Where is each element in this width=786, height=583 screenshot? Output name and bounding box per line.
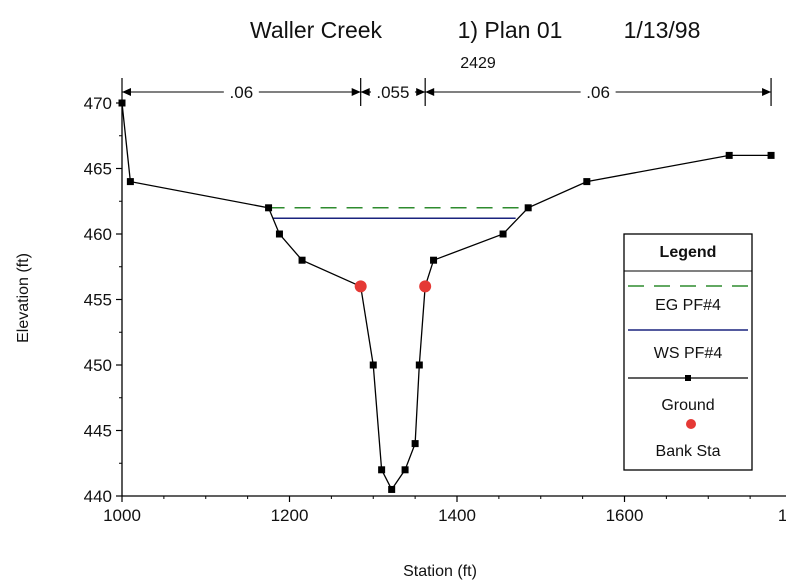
x-axis-label: Station (ft)	[403, 563, 477, 580]
y-tick-label: 440	[84, 487, 112, 506]
legend-bank-label: Bank Sta	[656, 443, 721, 460]
y-tick-label: 470	[84, 94, 112, 113]
ground-point	[725, 151, 733, 159]
n-value-label: .06	[586, 83, 610, 102]
ground-point	[524, 204, 532, 212]
y-tick-label: 465	[84, 160, 112, 179]
manning-n-annotations: .06 .055 .06	[121, 78, 772, 106]
n-value-label: .06	[230, 83, 254, 102]
y-tick-label: 450	[84, 356, 112, 375]
ground-point	[118, 99, 126, 107]
ground-point	[401, 466, 409, 474]
ground-point	[298, 256, 306, 264]
axes: 440 445 450 455 460 465 470 1000 1200 1400 1600 180	[84, 94, 786, 525]
chart-subtitle: 2429	[460, 55, 496, 72]
x-tick-label: 1000	[103, 506, 141, 525]
ground-point	[583, 178, 591, 186]
legend-title: Legend	[660, 244, 717, 261]
ground-point	[388, 485, 396, 493]
ground-point	[126, 178, 134, 186]
arrow-left-head	[425, 88, 435, 96]
ground-point	[430, 256, 438, 264]
chart-title: Waller Creek	[250, 17, 383, 43]
arrow-right-head	[416, 88, 426, 96]
arrow-right-head	[762, 88, 772, 96]
legend-eg-label: EG PF#4	[655, 297, 721, 314]
ground-point	[767, 151, 775, 159]
y-tick-label: 460	[84, 225, 112, 244]
legend-ground-label: Ground	[661, 397, 714, 414]
plot-area	[118, 99, 775, 493]
y-tick-label: 445	[84, 422, 112, 441]
legend-ws-label: WS PF#4	[654, 345, 723, 362]
arrow-left-head	[360, 88, 370, 96]
ground-point	[275, 230, 283, 238]
x-tick-label: 180	[778, 506, 786, 525]
y-axis-label: Elevation (ft)	[15, 253, 32, 343]
ground-point	[378, 466, 386, 474]
legend-ground-marker	[685, 375, 691, 381]
x-tick-label: 1400	[438, 506, 476, 525]
legend: Legend EG PF#4 WS PF#4 Ground Bank Sta	[623, 233, 753, 471]
x-tick-label: 1200	[271, 506, 309, 525]
ground-point	[499, 230, 507, 238]
bank-station-point	[354, 280, 367, 293]
arrow-left-head	[122, 88, 131, 96]
legend-box	[623, 233, 753, 471]
ground-point	[415, 361, 423, 369]
ground-point	[411, 440, 419, 448]
x-tick-label: 1600	[606, 506, 644, 525]
arrow-right-head	[351, 88, 361, 96]
ground-point	[369, 361, 377, 369]
legend-bank-marker	[686, 419, 696, 429]
chart-plan: 1) Plan 01	[458, 17, 563, 43]
bank-station-point	[419, 280, 432, 293]
chart-date: 1/13/98	[624, 17, 701, 43]
y-tick-label: 455	[84, 291, 112, 310]
ground-point	[265, 204, 273, 212]
n-value-label: .055	[376, 83, 409, 102]
